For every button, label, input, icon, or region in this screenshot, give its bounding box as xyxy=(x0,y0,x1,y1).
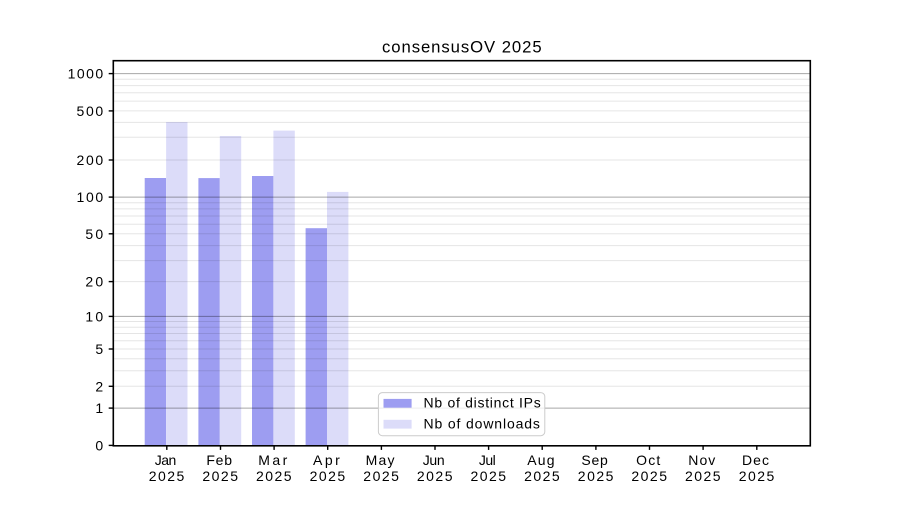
svg-text:Oct: Oct xyxy=(636,452,660,468)
svg-text:Apr: Apr xyxy=(313,452,340,468)
svg-text:2025: 2025 xyxy=(256,468,292,484)
svg-text:Feb: Feb xyxy=(206,452,232,468)
svg-text:2025: 2025 xyxy=(471,468,507,484)
svg-text:Sep: Sep xyxy=(581,452,608,468)
svg-text:2025: 2025 xyxy=(739,468,775,484)
svg-text:2025: 2025 xyxy=(685,468,721,484)
svg-text:100: 100 xyxy=(77,189,104,205)
svg-text:Nov: Nov xyxy=(688,452,715,468)
svg-text:1: 1 xyxy=(95,400,103,416)
svg-text:May: May xyxy=(366,452,395,468)
svg-text:Jul: Jul xyxy=(479,452,496,468)
svg-text:Nb of distinct IPs: Nb of distinct IPs xyxy=(424,395,541,411)
svg-text:2025: 2025 xyxy=(578,468,614,484)
svg-text:2025: 2025 xyxy=(417,468,453,484)
svg-text:2025: 2025 xyxy=(363,468,399,484)
svg-text:Dec: Dec xyxy=(742,452,769,468)
svg-text:Jun: Jun xyxy=(423,452,445,468)
svg-text:Aug: Aug xyxy=(527,452,554,468)
svg-text:1000: 1000 xyxy=(68,66,104,82)
svg-text:2025: 2025 xyxy=(202,468,238,484)
svg-text:Mar: Mar xyxy=(258,452,287,468)
svg-text:0: 0 xyxy=(95,438,103,454)
svg-text:Jan: Jan xyxy=(155,452,177,468)
svg-text:200: 200 xyxy=(77,152,104,168)
svg-text:2: 2 xyxy=(95,378,103,394)
svg-text:5: 5 xyxy=(95,341,103,357)
svg-text:2025: 2025 xyxy=(149,468,185,484)
svg-text:2025: 2025 xyxy=(310,468,346,484)
svg-text:Nb of downloads: Nb of downloads xyxy=(424,416,540,432)
svg-text:2025: 2025 xyxy=(524,468,560,484)
svg-text:2025: 2025 xyxy=(631,468,667,484)
svg-text:500: 500 xyxy=(77,103,104,119)
svg-text:consensusOV 2025: consensusOV 2025 xyxy=(382,38,542,57)
